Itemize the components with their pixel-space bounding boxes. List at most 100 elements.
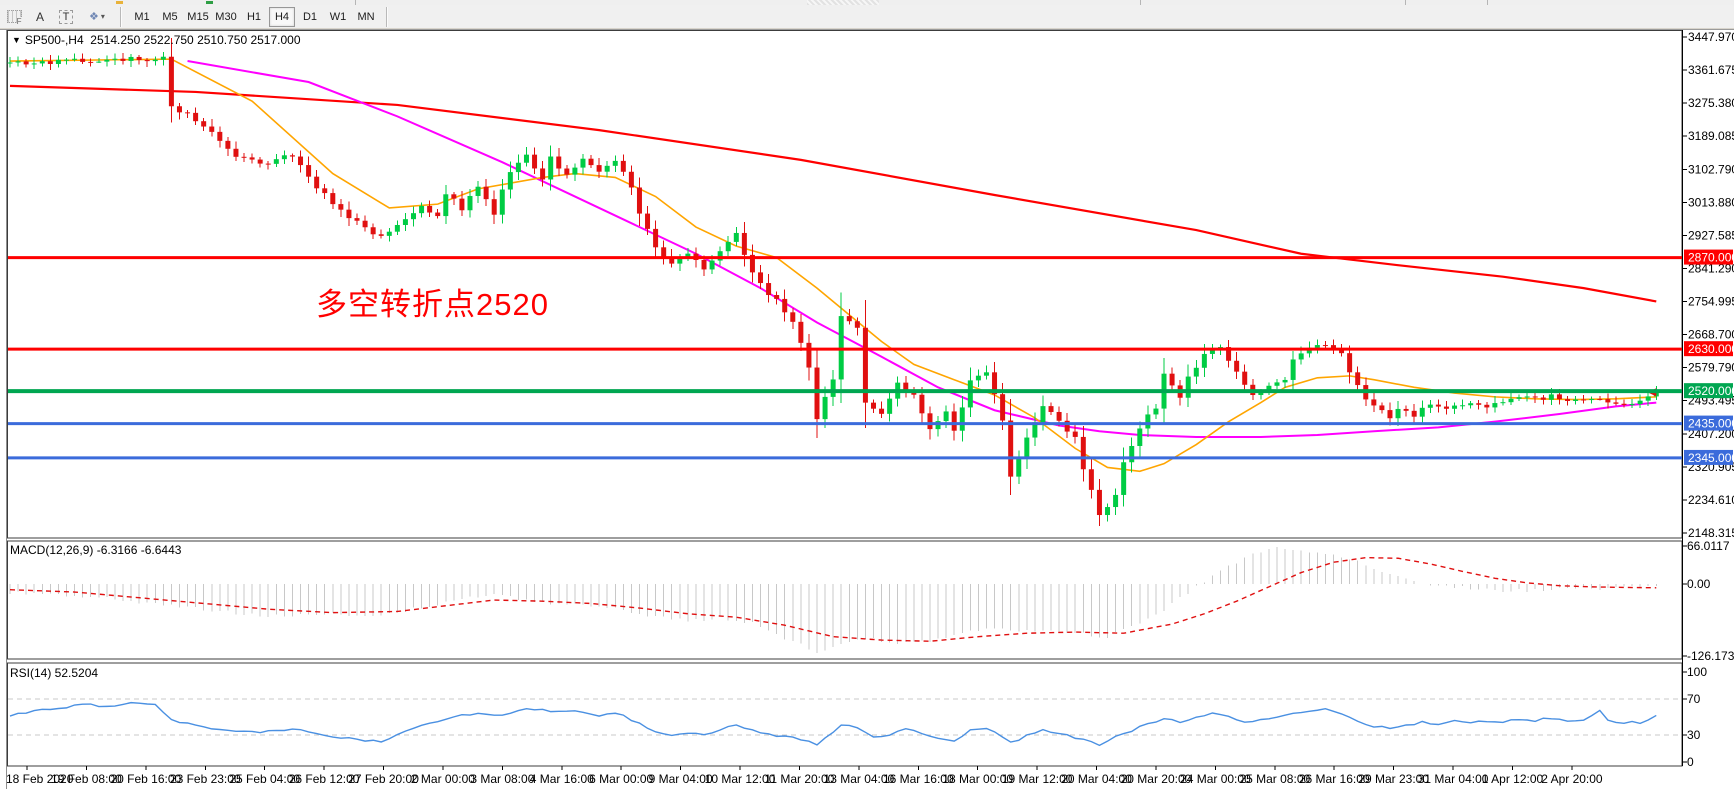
- svg-text:3189.085: 3189.085: [1688, 129, 1734, 143]
- candle-up: [63, 59, 69, 61]
- candle-up: [72, 58, 78, 60]
- candle-up: [733, 232, 739, 242]
- candle-up: [709, 260, 715, 270]
- candle-down: [1242, 371, 1248, 385]
- text-tool-button[interactable]: T: [54, 7, 78, 27]
- timeframe-m30-button[interactable]: M30: [215, 10, 237, 23]
- candle-up: [443, 194, 449, 217]
- candle-up: [1129, 445, 1135, 463]
- candle-down: [1064, 420, 1070, 432]
- candle-down: [209, 126, 215, 132]
- quick-trade-arrow-icon[interactable]: ▼: [12, 35, 21, 45]
- candle-up: [1185, 376, 1191, 398]
- candle-down: [1000, 394, 1006, 421]
- candle-up: [1298, 353, 1304, 360]
- candle-down: [330, 193, 336, 205]
- candle-up: [1258, 391, 1264, 396]
- svg-text:2 Apr 20:00: 2 Apr 20:00: [1541, 772, 1603, 786]
- candle-down: [1322, 345, 1328, 347]
- candle-down: [854, 321, 860, 328]
- candle-up: [15, 61, 21, 63]
- candle-down: [491, 199, 497, 215]
- ohlc-values: 2514.250 2522.750 2510.750 2517.000: [90, 33, 301, 47]
- candle-up: [943, 411, 949, 422]
- timeframe-w1-button[interactable]: W1: [329, 10, 347, 23]
- candle-up: [548, 156, 554, 180]
- candle-down: [870, 402, 876, 409]
- candle-up: [677, 257, 683, 264]
- svg-text:26 Mar 16:00: 26 Mar 16:00: [1299, 772, 1370, 786]
- candle-up: [1137, 428, 1143, 446]
- timeframe-h1-button[interactable]: H1: [246, 10, 262, 23]
- candle-down: [136, 56, 142, 61]
- font-a-icon: A: [35, 9, 44, 24]
- candle-up: [830, 379, 836, 397]
- timeframe-m15-button[interactable]: M15: [187, 10, 209, 23]
- svg-text:0.00: 0.00: [1687, 577, 1711, 591]
- timeframe-mn-button[interactable]: MN: [357, 10, 375, 23]
- candle-down: [774, 295, 780, 299]
- font-tool-button[interactable]: A: [28, 7, 52, 27]
- candle-up: [1468, 403, 1474, 406]
- candle-up: [112, 58, 118, 60]
- shapes-tool-button[interactable]: ❖ ▾: [80, 7, 114, 27]
- candle-down: [628, 171, 634, 188]
- svg-text:20 Mar 04:00: 20 Mar 04:00: [1061, 772, 1132, 786]
- timeframe-m1-button[interactable]: M1: [134, 10, 150, 23]
- candle-down: [225, 140, 231, 149]
- candle-down: [338, 204, 344, 210]
- candle-down: [846, 316, 852, 322]
- candle-down: [370, 227, 376, 235]
- candle-up: [1637, 400, 1643, 405]
- timeframe-h4-button[interactable]: H4: [269, 6, 295, 27]
- candle-up: [685, 253, 691, 258]
- candle-down: [144, 60, 150, 62]
- candle-up: [1508, 398, 1514, 403]
- candle-down: [782, 298, 788, 313]
- svg-text:25 Feb 04:00: 25 Feb 04:00: [229, 772, 300, 786]
- timeframe-m5-button[interactable]: M5: [162, 10, 178, 23]
- candle-up: [515, 162, 521, 173]
- candle-down: [879, 408, 885, 414]
- rsi-indicator-label: RSI(14) 52.5204: [10, 666, 99, 680]
- level-price-text: 2345.000: [1688, 451, 1734, 465]
- candle-up: [1395, 408, 1401, 419]
- candle-up: [822, 396, 828, 420]
- candle-down: [1080, 436, 1086, 470]
- candle-up: [160, 56, 166, 60]
- candle-down: [1347, 353, 1353, 373]
- candle-down: [1096, 489, 1102, 516]
- price-axis[interactable]: 3447.970 3361.675 3275.380 3189.085 3102.790…: [1682, 30, 1734, 540]
- candle-up: [152, 59, 158, 62]
- level-price-badge: [1684, 249, 1733, 265]
- candle-down: [1532, 396, 1538, 398]
- candle-down: [806, 342, 812, 368]
- chart-canvas[interactable]: 3447.970 3361.675 3275.380 3189.085 3102.790…: [0, 29, 1734, 793]
- candle-down: [620, 160, 626, 172]
- candle-up: [411, 213, 416, 220]
- candle-down: [766, 283, 772, 296]
- candle-down: [814, 367, 820, 420]
- candle-down: [265, 163, 271, 165]
- chart-text-annotation[interactable]: 多空转折点2520: [316, 287, 549, 322]
- chart-toolbar: F A T ❖ ▾ M1 M5 M15 M30 H1 H4 D1 W1 MN: [0, 5, 1734, 29]
- grid-tool-icon[interactable]: F: [2, 7, 26, 27]
- candle-up: [273, 159, 279, 164]
- candle-up: [1290, 359, 1296, 380]
- timeframe-d1-button[interactable]: D1: [302, 10, 318, 23]
- candle-down: [951, 411, 957, 431]
- candle-up: [402, 219, 408, 225]
- candle-down: [1387, 410, 1393, 419]
- candle-up: [475, 186, 481, 196]
- svg-text:2148.315: 2148.315: [1688, 526, 1734, 540]
- svg-text:100: 100: [1687, 665, 1707, 679]
- candle-down: [661, 247, 667, 257]
- svg-text:19 Mar 12:00: 19 Mar 12:00: [1002, 772, 1073, 786]
- candle-down: [1056, 411, 1062, 421]
- level-price-text: 2630.000: [1688, 342, 1734, 356]
- candle-down: [1048, 406, 1054, 412]
- candle-up: [983, 372, 989, 376]
- svg-text:2668.700: 2668.700: [1688, 328, 1734, 342]
- candle-up: [1040, 406, 1046, 423]
